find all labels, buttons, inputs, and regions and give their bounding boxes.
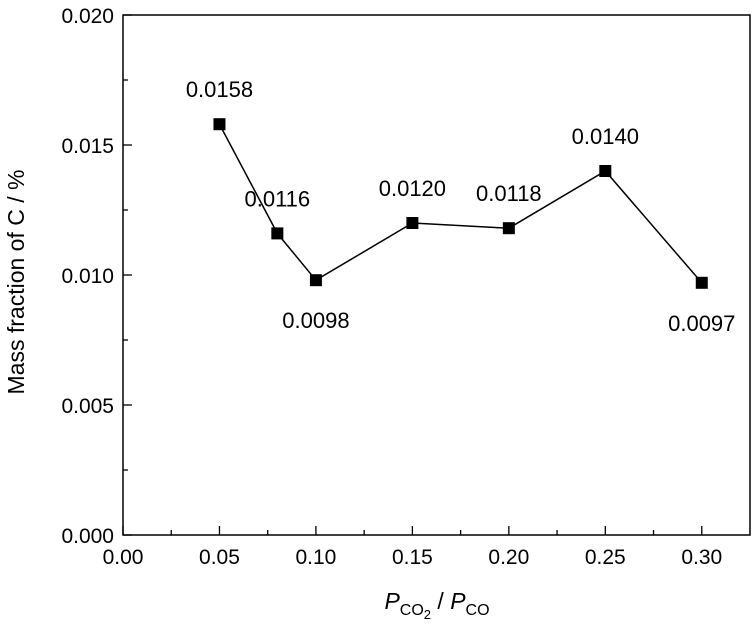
x-axis-title-p2: P [450, 588, 466, 614]
x-tick-label: 0.10 [295, 546, 336, 569]
x-tick-label: 0.20 [488, 546, 529, 569]
y-tick-label: 0.000 [61, 525, 114, 548]
y-tick-label: 0.005 [61, 395, 114, 418]
data-label: 0.0098 [282, 308, 349, 333]
y-tick-label: 0.020 [61, 5, 114, 28]
data-point-marker [502, 222, 515, 235]
data-label: 0.0120 [379, 176, 446, 201]
data-point-marker [271, 227, 284, 240]
x-tick-label: 0.00 [103, 546, 144, 569]
x-tick-label: 0.05 [199, 546, 240, 569]
x-axis-title-sub1: CO [400, 602, 424, 619]
ticks: 0.00 0.05 0.10 0.15 0.20 0.25 0.30 0.000 0.005 0.… [61, 5, 722, 569]
data-point-marker [213, 118, 226, 131]
x-axis-title: PCO2 / PCO [384, 588, 489, 622]
x-axis-title-subsub: 2 [424, 607, 431, 622]
data-label: 0.0140 [572, 124, 639, 149]
y-tick-label: 0.010 [61, 265, 114, 288]
data-point-marker [599, 165, 612, 177]
x-axis-title-p1: P [384, 588, 400, 614]
x-tick-label: 0.30 [681, 546, 722, 569]
data-labels: 0.0158 0.0116 0.0098 0.0120 0.0118 0.0140 0.00… [186, 77, 736, 336]
x-axis-title-sep: / [431, 588, 450, 614]
x-tick-label: 0.25 [585, 546, 626, 569]
data-label: 0.0116 [245, 186, 311, 211]
data-label: 0.0097 [668, 311, 735, 336]
data-point-marker [309, 274, 322, 287]
data-label: 0.0118 [476, 181, 542, 206]
data-point-marker [406, 217, 419, 229]
data-series [213, 118, 708, 289]
x-axis-title-sub2: CO [466, 602, 490, 619]
data-point-marker [695, 276, 708, 289]
x-tick-label: 0.15 [392, 546, 433, 569]
y-tick-label: 0.015 [61, 135, 114, 158]
y-axis-title: Mass fraction of C / % [3, 170, 29, 395]
data-label: 0.0158 [186, 77, 253, 102]
